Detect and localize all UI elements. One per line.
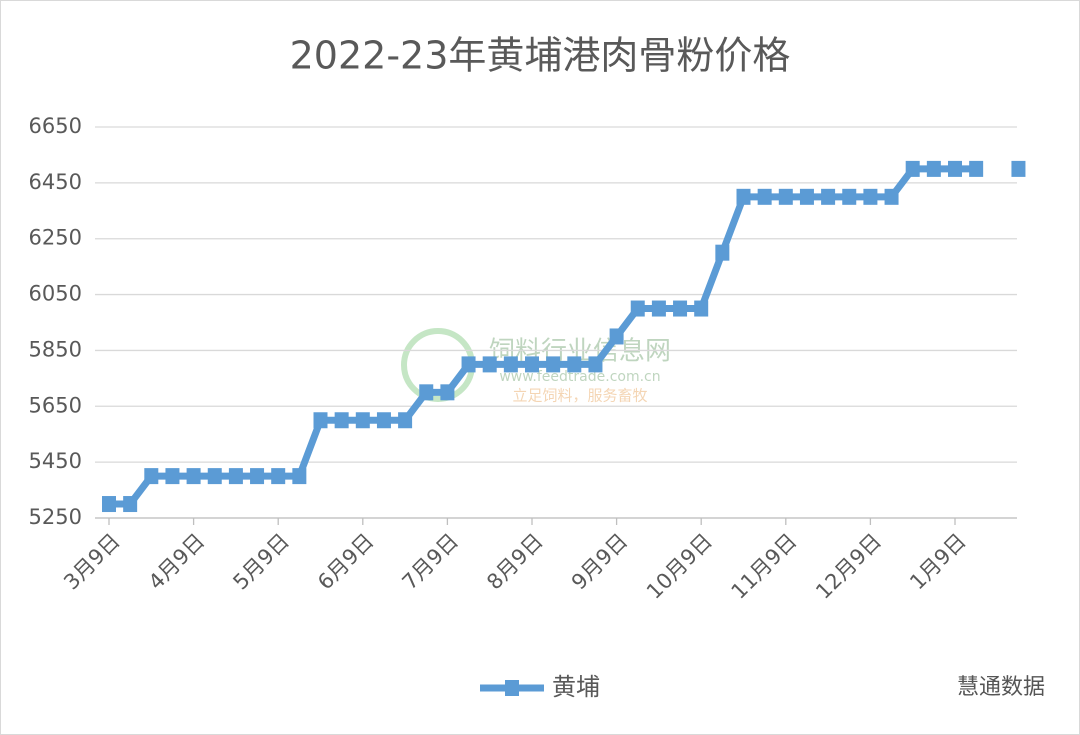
marker xyxy=(525,356,539,373)
marker xyxy=(546,356,561,373)
marker xyxy=(609,328,624,345)
marker xyxy=(948,160,962,177)
chart-title: 2022-23年黄埔港肉骨粉价格 xyxy=(290,34,791,78)
marker xyxy=(123,496,138,513)
marker xyxy=(376,412,391,429)
marker xyxy=(165,468,180,485)
marker xyxy=(207,468,222,485)
marker xyxy=(715,244,730,261)
marker xyxy=(842,188,857,205)
marker xyxy=(461,356,476,373)
marker xyxy=(355,412,370,429)
marker xyxy=(419,384,434,401)
marker xyxy=(778,188,793,205)
marker xyxy=(588,356,603,373)
marker xyxy=(969,160,984,177)
marker xyxy=(398,412,413,429)
marker xyxy=(630,300,645,317)
marker xyxy=(1011,160,1026,177)
marker xyxy=(863,188,878,205)
marker xyxy=(651,300,666,317)
watermark-text: www.feedtrade.com.cn xyxy=(499,369,660,385)
marker xyxy=(757,188,772,205)
y-tick-label: 6250 xyxy=(29,226,82,250)
marker xyxy=(228,468,243,485)
marker xyxy=(694,300,709,317)
marker xyxy=(736,188,751,205)
marker xyxy=(503,356,518,373)
marker xyxy=(567,356,582,373)
marker xyxy=(271,468,286,485)
y-tick-label: 5850 xyxy=(29,337,82,361)
marker xyxy=(186,468,201,485)
y-tick-label: 5250 xyxy=(29,505,82,529)
marker xyxy=(799,188,814,205)
marker xyxy=(292,468,307,485)
marker xyxy=(313,412,328,429)
marker xyxy=(250,468,265,485)
marker xyxy=(102,496,116,513)
marker xyxy=(926,160,941,177)
watermark-text: 慧通数据 xyxy=(957,675,1045,700)
legend-marker xyxy=(505,680,519,696)
legend-label: 黄埔 xyxy=(552,673,600,701)
marker xyxy=(334,412,349,429)
marker xyxy=(905,160,920,177)
y-tick-label: 5450 xyxy=(29,449,82,473)
y-tick-label: 6050 xyxy=(29,282,82,306)
watermark-text: 立足饲料，服务畜牧 xyxy=(512,387,647,405)
marker xyxy=(821,188,836,205)
y-tick-label: 5650 xyxy=(29,393,82,417)
marker xyxy=(884,188,899,205)
marker xyxy=(144,468,159,485)
marker xyxy=(673,300,688,317)
marker xyxy=(482,356,497,373)
y-tick-label: 6450 xyxy=(29,170,82,194)
marker xyxy=(440,384,455,401)
y-tick-label: 6650 xyxy=(29,114,82,138)
